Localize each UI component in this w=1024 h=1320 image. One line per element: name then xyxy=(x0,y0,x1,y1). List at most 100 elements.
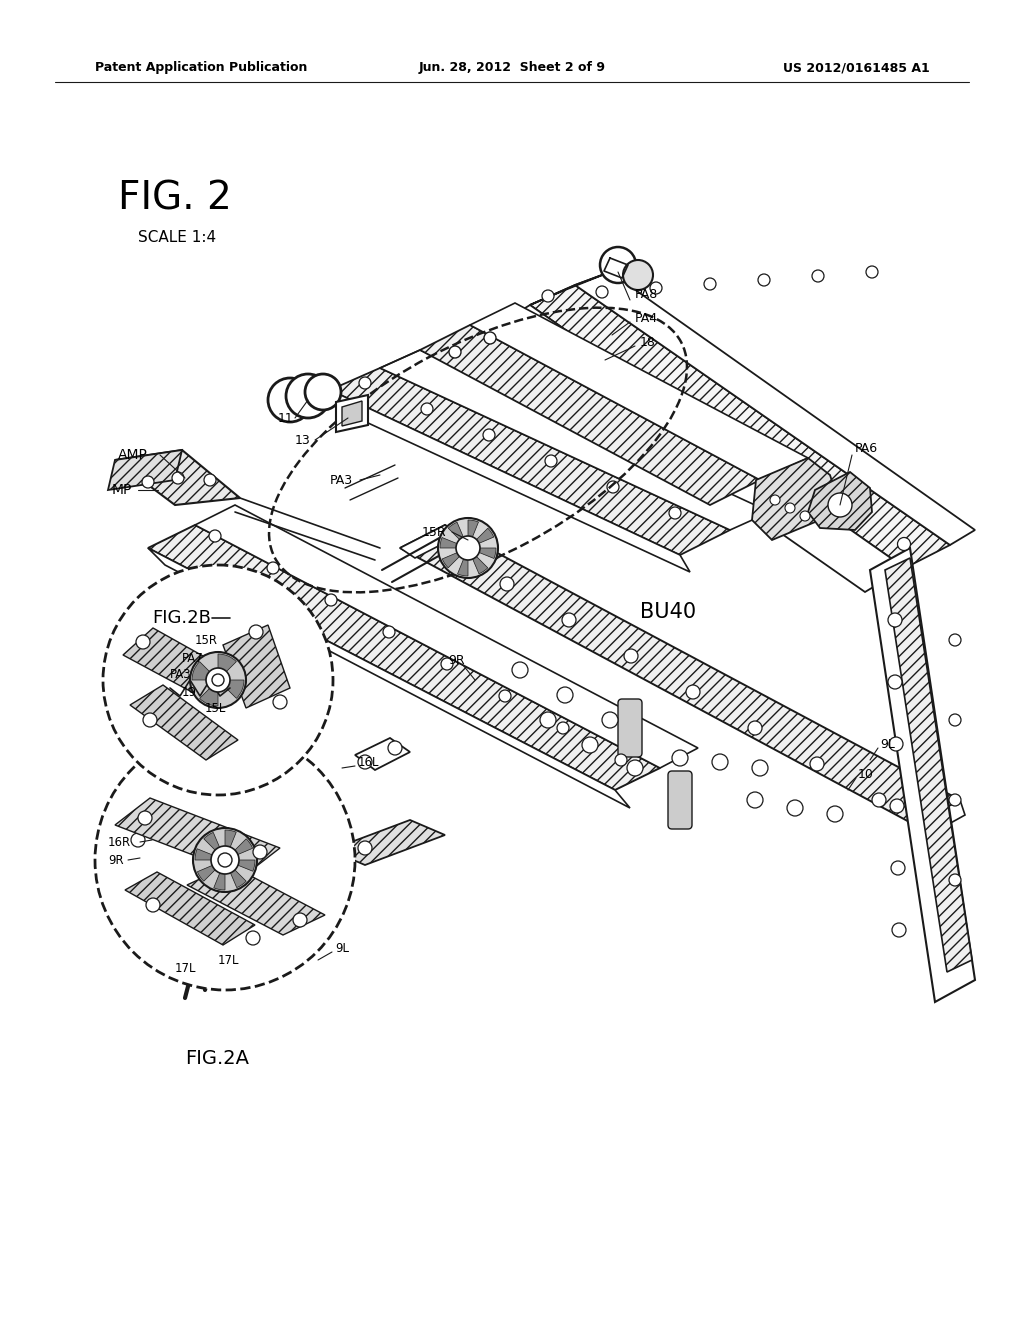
Circle shape xyxy=(499,690,511,702)
Wedge shape xyxy=(225,861,255,871)
Circle shape xyxy=(949,874,961,886)
Circle shape xyxy=(253,845,267,859)
Polygon shape xyxy=(123,628,228,698)
Text: 15R: 15R xyxy=(195,634,218,647)
Circle shape xyxy=(897,537,910,550)
Wedge shape xyxy=(442,548,468,568)
Polygon shape xyxy=(150,906,198,935)
Polygon shape xyxy=(380,350,770,531)
Circle shape xyxy=(624,649,638,663)
Text: AMP: AMP xyxy=(118,447,147,462)
Circle shape xyxy=(143,713,157,727)
Polygon shape xyxy=(115,450,240,506)
Circle shape xyxy=(358,755,372,770)
Polygon shape xyxy=(355,738,410,770)
Circle shape xyxy=(758,275,770,286)
Circle shape xyxy=(650,282,662,294)
Circle shape xyxy=(872,793,886,807)
Polygon shape xyxy=(752,458,838,540)
Text: 15L: 15L xyxy=(205,701,226,714)
Text: MP: MP xyxy=(112,483,132,498)
Wedge shape xyxy=(225,830,237,861)
Circle shape xyxy=(131,833,145,847)
Text: PA6: PA6 xyxy=(855,441,879,454)
Circle shape xyxy=(500,577,514,591)
Wedge shape xyxy=(458,548,468,576)
Wedge shape xyxy=(195,849,225,861)
Circle shape xyxy=(686,685,700,700)
Circle shape xyxy=(890,799,904,813)
Polygon shape xyxy=(420,325,760,506)
Circle shape xyxy=(190,652,246,708)
Circle shape xyxy=(712,754,728,770)
Polygon shape xyxy=(400,525,460,558)
Polygon shape xyxy=(223,624,290,708)
Polygon shape xyxy=(490,305,905,591)
Polygon shape xyxy=(148,548,630,808)
Text: FIG. 2: FIG. 2 xyxy=(118,180,231,216)
Text: 9R: 9R xyxy=(449,653,465,667)
Polygon shape xyxy=(342,401,362,426)
Circle shape xyxy=(657,397,671,411)
Circle shape xyxy=(770,495,780,506)
Circle shape xyxy=(562,612,575,627)
Polygon shape xyxy=(870,548,975,1002)
Polygon shape xyxy=(195,506,698,768)
Circle shape xyxy=(706,425,719,438)
Circle shape xyxy=(672,750,688,766)
Text: FIG.2B: FIG.2B xyxy=(152,609,211,627)
Text: 17L: 17L xyxy=(175,961,197,974)
Polygon shape xyxy=(148,525,660,789)
Circle shape xyxy=(293,913,307,927)
Circle shape xyxy=(246,931,260,945)
Circle shape xyxy=(888,675,902,689)
Circle shape xyxy=(249,624,263,639)
Polygon shape xyxy=(915,800,965,840)
Text: 13: 13 xyxy=(295,433,310,446)
Circle shape xyxy=(305,374,341,411)
Text: US 2012/0161485 A1: US 2012/0161485 A1 xyxy=(783,62,930,74)
Text: 10: 10 xyxy=(858,768,873,781)
Circle shape xyxy=(359,378,371,389)
Circle shape xyxy=(103,565,333,795)
Text: 11: 11 xyxy=(278,412,294,425)
Circle shape xyxy=(623,260,653,290)
Circle shape xyxy=(627,760,643,776)
Polygon shape xyxy=(336,395,368,432)
Circle shape xyxy=(949,795,961,807)
Circle shape xyxy=(607,480,618,492)
Circle shape xyxy=(891,861,905,875)
Circle shape xyxy=(172,473,184,484)
Text: BU40: BU40 xyxy=(640,602,696,622)
Wedge shape xyxy=(214,861,225,890)
Circle shape xyxy=(456,536,480,560)
Circle shape xyxy=(383,626,395,638)
Polygon shape xyxy=(330,368,730,554)
Text: FIG.2A: FIG.2A xyxy=(185,1048,249,1068)
Wedge shape xyxy=(468,520,478,548)
Circle shape xyxy=(748,721,762,735)
Circle shape xyxy=(669,507,681,519)
Circle shape xyxy=(540,711,556,729)
Circle shape xyxy=(596,286,608,298)
Polygon shape xyxy=(575,272,975,545)
Circle shape xyxy=(542,290,554,302)
Text: 17L: 17L xyxy=(218,953,240,966)
Circle shape xyxy=(193,828,257,892)
Circle shape xyxy=(561,342,574,355)
Circle shape xyxy=(218,853,232,867)
FancyBboxPatch shape xyxy=(668,771,692,829)
Text: 16R: 16R xyxy=(108,836,131,849)
Polygon shape xyxy=(108,450,182,490)
Wedge shape xyxy=(449,523,468,548)
Circle shape xyxy=(746,792,763,808)
Wedge shape xyxy=(218,653,237,680)
Circle shape xyxy=(800,511,810,521)
Circle shape xyxy=(286,374,330,418)
Polygon shape xyxy=(808,473,872,531)
Circle shape xyxy=(600,247,636,282)
Circle shape xyxy=(609,370,623,383)
Text: Jun. 28, 2012  Sheet 2 of 9: Jun. 28, 2012 Sheet 2 of 9 xyxy=(419,62,605,74)
Circle shape xyxy=(512,663,528,678)
Circle shape xyxy=(138,810,152,825)
